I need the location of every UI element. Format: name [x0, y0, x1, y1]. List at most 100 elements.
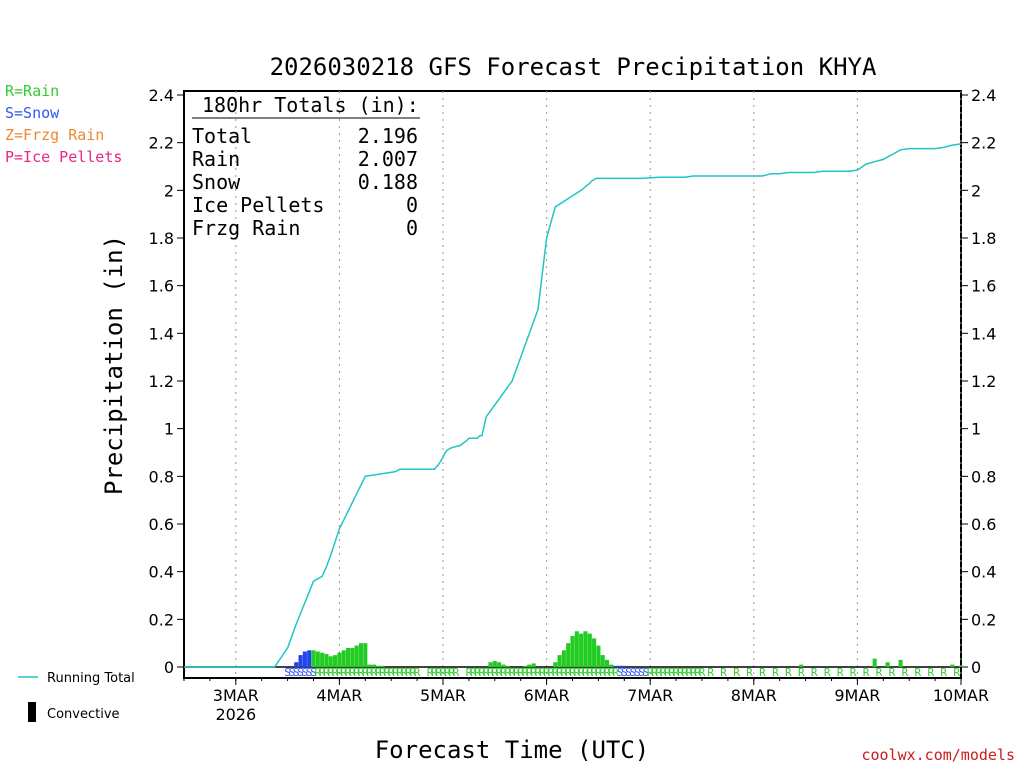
rain-marker: R	[586, 666, 593, 679]
rain-marker: R	[668, 666, 675, 679]
precip-bar	[600, 655, 605, 667]
type-legend-entry: Z=Frzg Rain	[5, 126, 104, 144]
rain-marker: R	[889, 666, 896, 679]
rain-marker: R	[902, 666, 909, 679]
totals-box: 180hr Totals (in): Total 2.196 Rain 2.007 Sn…	[192, 93, 420, 240]
rain-marker: R	[552, 666, 559, 679]
precip-bar	[557, 655, 562, 667]
rain-marker: R	[798, 666, 805, 679]
precip-bar	[333, 655, 338, 667]
rain-marker: R	[876, 666, 883, 679]
rain-marker: R	[487, 666, 494, 679]
rain-marker: R	[530, 666, 537, 679]
precip-bar	[604, 659, 610, 667]
totals-row-value: 0	[406, 216, 418, 240]
y-tick-label-right: 1.6	[971, 277, 996, 296]
snow-marker: S	[306, 666, 313, 679]
precip-bar	[324, 653, 329, 667]
rain-marker: R	[578, 666, 585, 679]
rain-marker: R	[340, 666, 347, 679]
precip-bar	[522, 665, 528, 667]
rain-marker: R	[397, 666, 404, 679]
precip-bar	[527, 664, 532, 667]
rain-marker: R	[440, 666, 447, 679]
snow-marker: S	[310, 666, 317, 679]
rain-marker: R	[479, 666, 486, 679]
precip-bar	[315, 651, 320, 667]
rain-marker: R	[513, 666, 520, 679]
rain-marker: R	[358, 666, 365, 679]
snow-marker: S	[625, 666, 632, 679]
rain-marker: R	[517, 666, 524, 679]
rain-marker: R	[604, 666, 611, 679]
rain-marker: R	[759, 666, 766, 679]
y-tick-label-right: 1.4	[971, 324, 996, 343]
y-tick-label-left: 1	[164, 420, 174, 439]
rain-marker: R	[656, 666, 663, 679]
rain-marker: R	[522, 666, 529, 679]
series-legend-label: Running Total	[47, 671, 135, 686]
rain-marker: R	[681, 666, 688, 679]
rain-marker: R	[504, 666, 511, 679]
y-tick-label-left: 2.2	[149, 134, 174, 153]
rain-marker: R	[556, 666, 563, 679]
snow-marker: S	[302, 666, 309, 679]
rain-marker: R	[366, 666, 373, 679]
totals-row-label: Rain	[192, 147, 240, 171]
x-tick-label: 4MAR	[316, 686, 362, 705]
y-tick-label-right: 0.2	[971, 610, 996, 629]
rain-marker: R	[690, 666, 697, 679]
x-tick-label: 8MAR	[731, 686, 777, 705]
precip-bar	[596, 645, 601, 667]
y-tick-label-left: 0.4	[149, 563, 174, 582]
rain-marker: R	[349, 666, 356, 679]
rain-marker: R	[699, 666, 706, 679]
y-tick-label-left: 2.4	[149, 86, 174, 105]
totals-row-value: 0	[406, 193, 418, 217]
precip-bar	[579, 633, 584, 667]
precip-bar	[380, 665, 385, 667]
rain-marker: R	[401, 666, 408, 679]
rain-marker: R	[548, 666, 555, 679]
rain-marker: R	[772, 666, 779, 679]
y-tick-label-right: 1	[971, 420, 981, 439]
rain-marker: R	[483, 666, 490, 679]
rain-marker: R	[474, 666, 481, 679]
rain-marker: R	[388, 666, 395, 679]
snow-marker: S	[289, 666, 296, 679]
y-tick-label-right: 0.4	[971, 563, 996, 582]
rain-marker: R	[850, 666, 857, 679]
precip-bar	[337, 652, 342, 667]
precip-bar	[561, 650, 566, 667]
rain-marker: R	[466, 666, 473, 679]
x-tick-sublabel: 2026	[215, 705, 256, 724]
y-tick-label-left: 0.6	[149, 515, 174, 534]
rain-marker: R	[448, 666, 455, 679]
precip-bar	[328, 656, 333, 667]
series-legend-label: Convective	[47, 707, 120, 722]
precip-bar	[566, 643, 571, 667]
precip-bar	[311, 650, 316, 667]
y-tick-label-right: 2	[971, 181, 981, 200]
rain-marker: R	[651, 666, 658, 679]
totals-row-label: Frzg Rain	[192, 216, 300, 240]
precip-bar	[574, 631, 579, 667]
precip-bar	[376, 665, 381, 667]
x-tick-label: 10MAR	[933, 686, 989, 705]
totals-header: 180hr Totals (in):	[202, 93, 419, 117]
rain-marker: R	[664, 666, 671, 679]
type-legend-entry: S=Snow	[5, 104, 60, 122]
precip-bar	[885, 662, 890, 667]
rain-marker: R	[677, 666, 684, 679]
precip-bar	[488, 662, 493, 667]
snow-marker: S	[284, 666, 291, 679]
rain-marker: R	[345, 666, 352, 679]
credit-text: coolwx.com/models	[861, 746, 1015, 764]
type-legend-entry: P=Ice Pellets	[5, 148, 122, 166]
rain-marker: R	[315, 666, 322, 679]
precip-bar	[531, 663, 536, 667]
y-tick-label-left: 1.6	[149, 277, 174, 296]
y-tick-label-right: 0	[971, 658, 981, 677]
